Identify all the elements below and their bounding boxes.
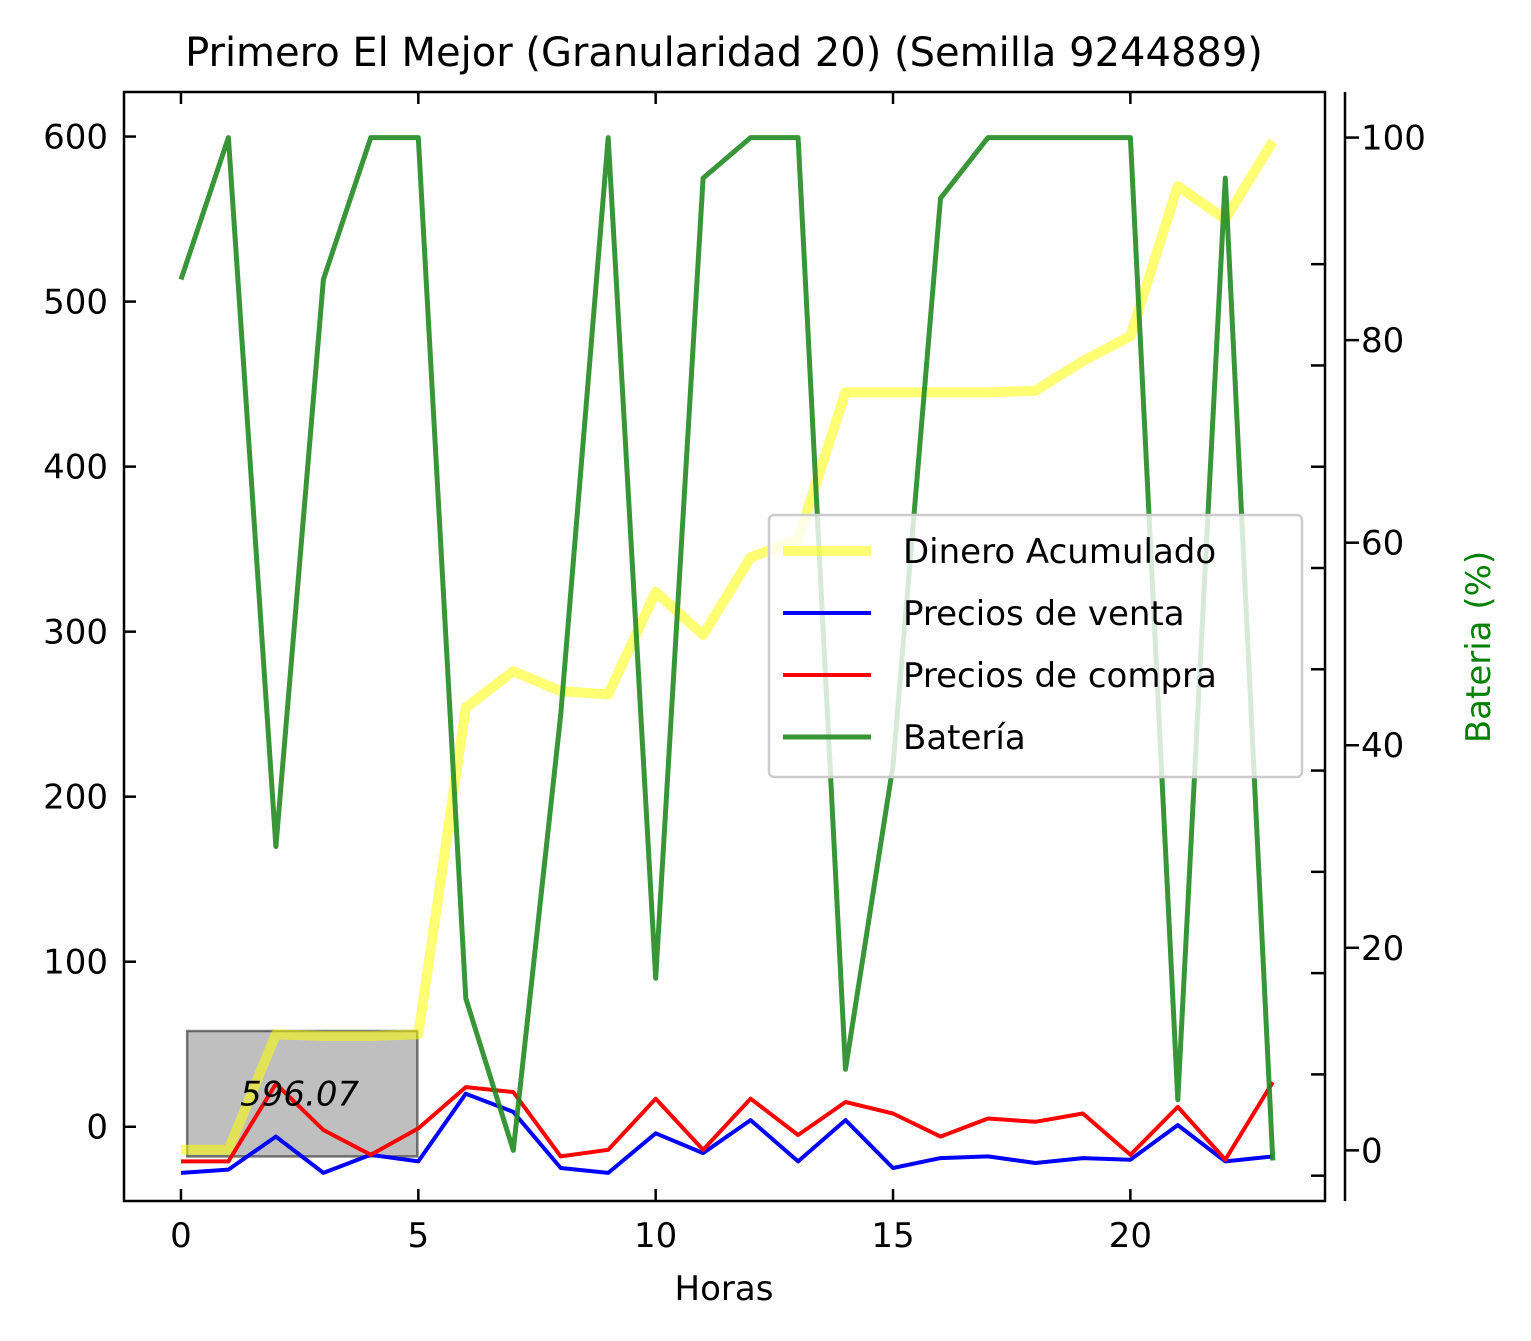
plot-area: 596.070 5 10 15 2001002003004005006000204060… <box>43 90 1426 1256</box>
x-tick-label: 15 <box>871 1216 914 1256</box>
right-y-axis-label: Bateria (%) <box>1459 551 1499 743</box>
right-y-tick-label: 40 <box>1361 726 1404 766</box>
x-tick-label: 5 <box>407 1216 429 1256</box>
series-line-3 <box>181 1081 1275 1164</box>
right-y-tick-label: 20 <box>1361 929 1404 969</box>
right-y-tick-label: 80 <box>1361 321 1404 361</box>
x-tick-label: 0 <box>170 1216 192 1256</box>
legend-label: Batería <box>903 718 1026 758</box>
right-y-tick-label: 60 <box>1361 524 1404 564</box>
x-tick-label: 10 <box>634 1216 677 1256</box>
series-line-4 <box>178 135 1276 1161</box>
series-line-1 <box>181 138 1278 1155</box>
right-y-tick-label: 0 <box>1361 1131 1383 1171</box>
y-tick-label: 400 <box>43 448 108 488</box>
y-tick-label: 300 <box>43 613 108 653</box>
legend-label: Precios de compra <box>903 656 1217 696</box>
y-tick-label: 500 <box>43 283 108 323</box>
right-y-tick-label: 100 <box>1361 119 1426 159</box>
chart-title: Primero El Mejor (Granularidad 20) (Semi… <box>185 30 1263 76</box>
legend: Dinero Acumulado Precios de venta Precios … <box>767 513 1304 779</box>
x-axis-label: Horas <box>675 1269 774 1309</box>
annotation-label: 596.07 <box>240 1075 359 1115</box>
series-line-2 <box>180 1091 1274 1175</box>
annotation-box <box>185 1029 419 1158</box>
x-tick-label: 20 <box>1109 1216 1152 1256</box>
legend-box <box>767 513 1304 779</box>
y-tick-label: 600 <box>43 118 108 158</box>
legend-label: Dinero Acumulado <box>903 532 1216 572</box>
plot-frame <box>122 90 1327 1203</box>
y-tick-label: 100 <box>43 943 108 983</box>
y-tick-label: 200 <box>43 778 108 818</box>
y-tick-label: 0 <box>86 1108 108 1148</box>
legend-label: Precios de venta <box>903 594 1185 634</box>
